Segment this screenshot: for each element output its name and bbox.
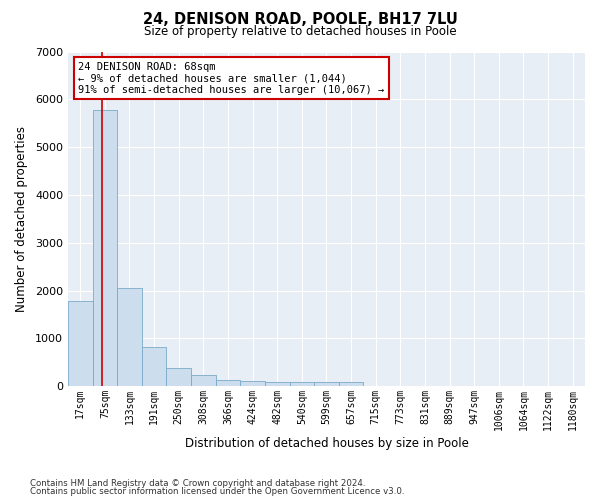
Bar bbox=[92, 110, 117, 386]
Text: 24 DENISON ROAD: 68sqm
← 9% of detached houses are smaller (1,044)
91% of semi-d: 24 DENISON ROAD: 68sqm ← 9% of detached … bbox=[78, 62, 385, 94]
Bar bbox=[290, 382, 314, 386]
Text: 24, DENISON ROAD, POOLE, BH17 7LU: 24, DENISON ROAD, POOLE, BH17 7LU bbox=[143, 12, 457, 28]
Text: Contains HM Land Registry data © Crown copyright and database right 2024.: Contains HM Land Registry data © Crown c… bbox=[30, 478, 365, 488]
Bar bbox=[117, 288, 142, 386]
Text: Contains public sector information licensed under the Open Government Licence v3: Contains public sector information licen… bbox=[30, 487, 404, 496]
Bar bbox=[191, 375, 215, 386]
Bar bbox=[339, 382, 364, 386]
Text: Size of property relative to detached houses in Poole: Size of property relative to detached ho… bbox=[143, 25, 457, 38]
Bar bbox=[240, 381, 265, 386]
Y-axis label: Number of detached properties: Number of detached properties bbox=[15, 126, 28, 312]
Bar bbox=[166, 368, 191, 386]
Bar bbox=[68, 301, 92, 386]
Bar bbox=[215, 380, 240, 386]
Bar bbox=[142, 347, 166, 386]
Bar bbox=[265, 382, 290, 386]
Bar bbox=[314, 382, 339, 386]
X-axis label: Distribution of detached houses by size in Poole: Distribution of detached houses by size … bbox=[185, 437, 469, 450]
